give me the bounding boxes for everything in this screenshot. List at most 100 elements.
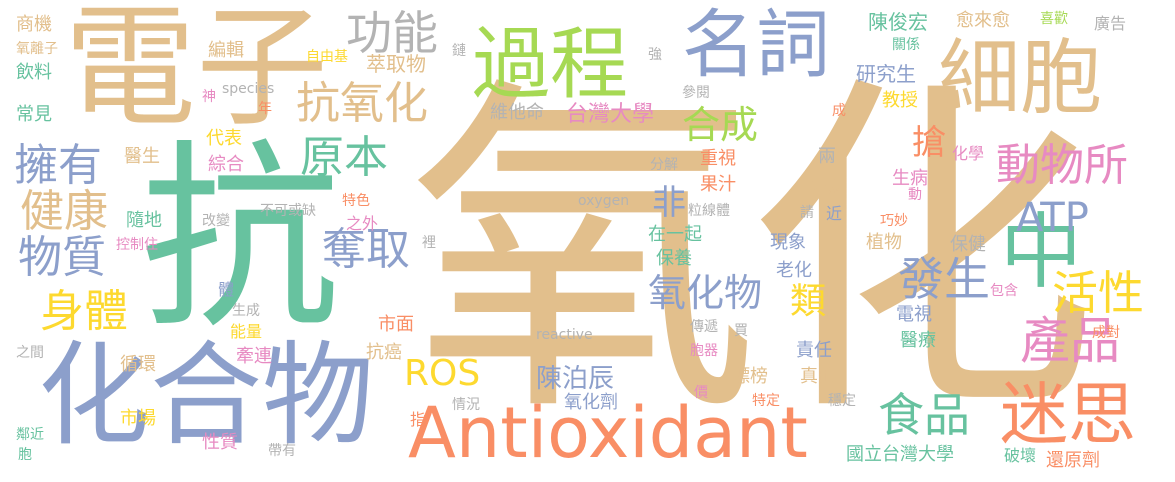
word-yiliao: 醫療 xyxy=(900,330,936,351)
word-shichang: 市場 xyxy=(120,408,156,429)
word-changjian: 常見 xyxy=(16,104,52,125)
word-nengliang: 能量 xyxy=(230,322,263,341)
word-shenti: 身體 xyxy=(40,286,128,337)
word-jia: 價 xyxy=(694,385,708,401)
word-lixianti: 粒線體 xyxy=(688,203,730,219)
word-daibiao: 代表 xyxy=(206,128,242,149)
word-guanggao: 廣告 xyxy=(1094,14,1127,33)
word-chanpin: 產品 xyxy=(1020,312,1120,370)
word-yanghua: 氧化 xyxy=(408,49,1098,459)
word-nian: 年 xyxy=(258,101,272,117)
word-yanjiusheng: 研究生 xyxy=(856,62,916,86)
word-ros: ROS xyxy=(404,353,481,394)
word-liang: 兩 xyxy=(818,146,836,167)
word-xianxiang: 現象 xyxy=(770,232,806,253)
word-fei: 非 xyxy=(652,183,686,223)
word-xunhuan: 循環 xyxy=(120,354,156,375)
word-qiaomiao: 巧妙 xyxy=(880,213,908,229)
word-chenbochen: 陳泊辰 xyxy=(536,364,615,394)
word-huanyuanji: 還原劑 xyxy=(1046,450,1100,471)
word-yisheng: 醫生 xyxy=(124,146,160,167)
word-yanghuaji: 氧化劑 xyxy=(564,392,618,413)
word-zhende: 真的 xyxy=(800,366,836,387)
word-wending: 穩定 xyxy=(828,393,856,409)
word-hecheng: 合成 xyxy=(682,103,759,147)
word-shengcheng: 生成 xyxy=(232,303,260,319)
word-ziyouji: 自由基 xyxy=(306,49,348,65)
word-yuanben: 原本 xyxy=(300,132,388,183)
word-teding: 特定 xyxy=(752,393,780,409)
word-chengdui: 成對 xyxy=(1092,325,1120,341)
word-baojian: 保健 xyxy=(950,234,986,255)
word-laohua: 老化 xyxy=(776,260,812,281)
word-qianlian: 牽連 xyxy=(236,346,272,367)
word-oxygen: oxygen xyxy=(578,193,630,209)
word-dianzi: 電子 xyxy=(64,0,328,145)
word-zhiwai: 之外 xyxy=(346,214,379,233)
word-xingzhi: 性質 xyxy=(202,432,238,453)
word-yulaiyu: 愈來愈 xyxy=(956,10,1010,31)
word-xihuan: 喜歡 xyxy=(1040,11,1068,27)
word-yinliao: 飲料 xyxy=(16,62,52,83)
word-shimian: 市面 xyxy=(378,314,414,335)
word-misi: 迷思 xyxy=(1000,376,1137,455)
word-baoqi: 胞器 xyxy=(690,343,718,359)
word-lian: 鏈 xyxy=(452,43,466,59)
word-species: species xyxy=(222,81,275,97)
word-huahewu: 化合物 xyxy=(38,331,374,461)
word-baoyang: 保養 xyxy=(656,248,692,269)
word-zhijian: 之間 xyxy=(16,345,44,361)
word-tese: 特色 xyxy=(342,193,370,209)
word-ti: 體 xyxy=(218,280,235,299)
word-dianshi: 電視 xyxy=(896,304,932,325)
word-chuandi: 傳遞 xyxy=(690,319,718,335)
word-pohuai: 破壞 xyxy=(1004,446,1037,465)
word-wuzhi: 物質 xyxy=(18,232,106,283)
word-jiaoshou: 教授 xyxy=(882,90,918,111)
word-taiwandaxue: 台灣大學 xyxy=(566,102,655,127)
word-zhongshi: 重視 xyxy=(700,148,736,169)
word-jin: 近 xyxy=(826,204,843,223)
word-fenjie: 分解 xyxy=(650,157,678,173)
word-daiyou: 帶有 xyxy=(268,443,296,459)
word-mai: 買 xyxy=(734,323,748,339)
word-bukehuoque: 不可或缺 xyxy=(260,203,316,219)
word-shen: 神 xyxy=(202,89,216,105)
word-weitaming: 維他命 xyxy=(490,102,544,123)
word-shengbing: 生病 xyxy=(892,168,928,189)
word-kang: 抗 xyxy=(140,123,341,356)
word-qiang2: 強 xyxy=(648,47,662,63)
word-guolitaiwandaxue: 國立台灣大學 xyxy=(846,444,954,465)
word-guocheng: 過程 xyxy=(472,20,629,110)
word-fasheng: 發生 xyxy=(898,252,990,306)
word-qiang: 搶 xyxy=(912,123,946,163)
word-huaxue: 化學 xyxy=(952,144,985,163)
word-guozhi: 果汁 xyxy=(700,174,736,195)
word-shipin: 食品 xyxy=(878,388,970,442)
word-biaobang: 標榜 xyxy=(732,366,768,387)
word-li: 裡 xyxy=(422,235,436,251)
word-atp: ATP xyxy=(1016,195,1089,241)
word-huoxing: 活性 xyxy=(1052,266,1144,320)
word-zhong: 中 xyxy=(1000,205,1083,300)
word-reactive: reactive xyxy=(536,327,593,343)
word-yanghuawu: 氧化物 xyxy=(648,271,763,315)
word-zonghe: 綜合 xyxy=(208,154,244,175)
word-lei: 類 xyxy=(790,281,827,322)
word-mingci: 名詞 xyxy=(682,2,830,88)
word-jiankang: 健康 xyxy=(20,186,108,237)
word-kongzhizhu: 控制住 xyxy=(116,237,158,253)
word-suidi: 隨地 xyxy=(126,210,162,231)
word-yanglizi: 氧離子 xyxy=(16,41,58,57)
word-bao: 胞 xyxy=(18,447,32,463)
word-cuiquwu: 萃取物 xyxy=(366,52,426,76)
word-guanxi: 關係 xyxy=(892,37,920,53)
word-yuansu: 元素 xyxy=(810,178,843,197)
word-baohan: 包含 xyxy=(990,283,1018,299)
word-kangai: 抗癌 xyxy=(366,342,402,363)
word-canyue: 參閱 xyxy=(682,85,710,101)
word-antioxidant: Antioxidant xyxy=(408,392,808,474)
word-zaiyiqi: 在一起 xyxy=(648,224,702,245)
word-yongyou: 擁有 xyxy=(14,140,102,191)
